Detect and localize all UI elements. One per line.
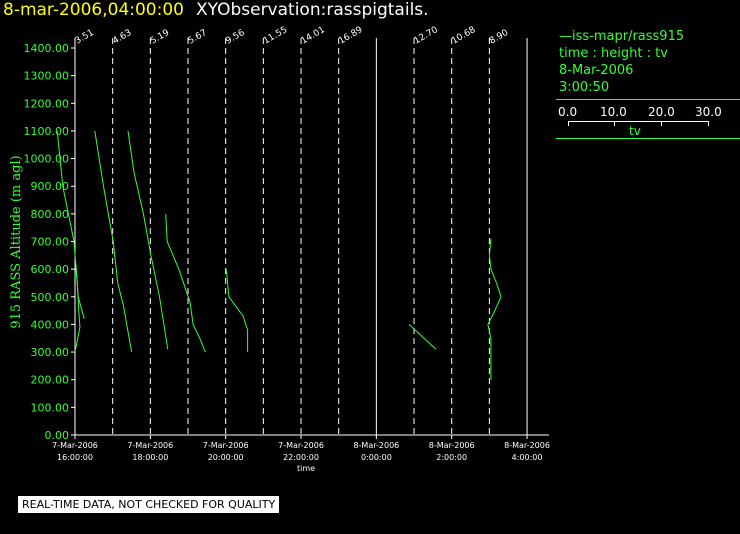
x-tick-label-time: 18:00:00 [132, 453, 168, 462]
y-tick-label: 700.00 [31, 236, 70, 249]
y-tick-label: 600.00 [31, 263, 70, 276]
x-tick-label-time: 20:00:00 [208, 453, 244, 462]
profile-trace [225, 269, 249, 353]
profile-label: 9.56 [224, 28, 247, 47]
profile-trace [165, 213, 206, 353]
y-tick-label: 500.00 [31, 291, 70, 304]
y-tick-label: 400.00 [31, 318, 70, 331]
profile-label: 3.51 [74, 28, 96, 47]
x-tick-label-time: 4:00:00 [512, 453, 543, 462]
x-axis-label: time [297, 464, 315, 473]
y-tick-label: 1300.00 [24, 70, 70, 83]
x-tick-label-time: 16:00:00 [57, 453, 93, 462]
legend-time: 3:00:50 [559, 80, 610, 95]
legend-scale-tick [568, 121, 569, 126]
profile-label: 8.90 [488, 28, 511, 47]
profile-label: 14.01 [300, 25, 327, 47]
y-tick-label: 1100.00 [24, 125, 70, 138]
profile-series [56, 130, 502, 380]
legend-scale-tick [661, 121, 662, 126]
y-tick-label: 1200.00 [24, 97, 70, 110]
profile-label: 12.70 [413, 25, 441, 47]
legend-scale-tick-label: 20.0 [648, 105, 675, 119]
y-axis-label: 915 RASS Altitude (m agl) [9, 155, 24, 328]
title-bar: 8-mar-2006,04:00:00 XYObservation:rasspig… [3, 0, 429, 20]
x-tick-label-date: 7-Mar-2006 [278, 441, 324, 450]
profile-label: 5.67 [187, 28, 209, 47]
axes: 0.00 100.00 200.00 300.00 400.00 500.00 600.00… [24, 42, 550, 462]
y-tick-label: 100.00 [31, 401, 70, 414]
profile-label: 4.63 [111, 28, 133, 47]
title-date: 8-mar-2006,04:00:00 [3, 0, 184, 20]
legend-date: 8-Mar-2006 [559, 63, 634, 78]
profile-trace [56, 130, 85, 320]
legend-scale-tick [614, 121, 615, 126]
profile-label: 10.68 [450, 25, 478, 47]
y-tick-label: 200.00 [31, 374, 70, 387]
legend-scale-tick-label: 30.0 [695, 105, 722, 119]
x-tick-label-time: 22:00:00 [283, 453, 319, 462]
profile-trace [94, 130, 133, 353]
profile-label: 11.55 [262, 25, 289, 47]
profile-baselines: 3.51 4.63 5.19 5.67 9.56 11.55 14.01 16.89 12.70… [74, 25, 528, 435]
x-tick-label-time: 0:00:00 [361, 453, 392, 462]
profile-trace [487, 238, 502, 380]
x-tick-label-date: 8-Mar-2006 [429, 441, 475, 450]
legend-vars: time : height : tv [559, 46, 668, 61]
legend-scale-axis [568, 121, 708, 122]
legend-scale-tick [708, 121, 709, 126]
x-tick-label-date: 8-Mar-2006 [504, 441, 550, 450]
y-tick-label: 1400.00 [24, 42, 70, 55]
legend-divider [556, 138, 740, 139]
quality-note: REAL-TIME DATA, NOT CHECKED FOR QUALITY [18, 496, 280, 513]
legend-divider [556, 99, 740, 100]
x-tick-label-time: 2:00:00 [436, 453, 467, 462]
plot-title: XYObservation:rasspigtails. [195, 0, 429, 20]
legend: —iss-mapr/rass915 time : height : tv 8-M… [556, 28, 740, 139]
profile-trace [127, 130, 169, 350]
y-tick-label: 800.00 [31, 208, 70, 221]
profile-trace [408, 324, 437, 350]
x-tick-label-date: 7-Mar-2006 [52, 441, 98, 450]
x-tick-label-date: 7-Mar-2006 [127, 441, 173, 450]
profile-label: 5.19 [149, 28, 172, 47]
x-tick-label-date: 7-Mar-2006 [203, 441, 249, 450]
y-tick-label: 1000.00 [24, 153, 70, 166]
legend-tv-scale: 0.0 10.0 20.0 30.0 tv [556, 100, 740, 138]
y-tick-label: 300.00 [31, 346, 70, 359]
y-tick-label: 0.00 [45, 429, 70, 442]
legend-scale-tick-label: 0.0 [558, 105, 578, 119]
legend-series-text: iss-mapr/rass915 [572, 29, 685, 44]
legend-scale-var: tv [629, 124, 641, 138]
legend-series-name: —iss-mapr/rass915 [559, 29, 685, 44]
x-tick-label-date: 8-Mar-2006 [353, 441, 399, 450]
profile-trace [74, 263, 81, 353]
y-tick-label: 900.00 [31, 180, 70, 193]
legend-scale-tick-label: 10.0 [600, 105, 627, 119]
profile-label: 16.89 [337, 25, 365, 47]
